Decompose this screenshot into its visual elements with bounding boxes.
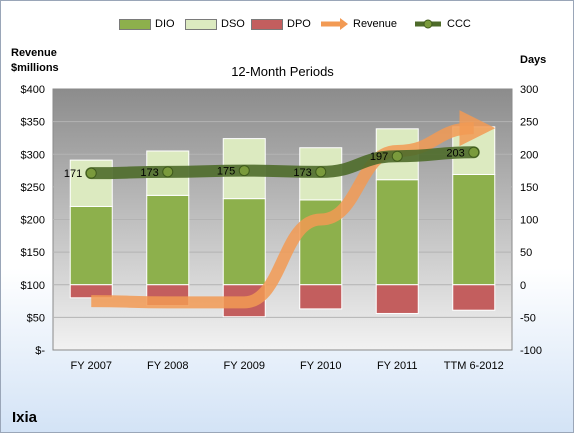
- legend-swatch: [185, 18, 217, 30]
- right-tick-label: -50: [520, 312, 536, 324]
- category-label: TTM 6-2012: [444, 360, 504, 372]
- chart-title: 12-Month Periods: [231, 64, 334, 79]
- dio-bar: [375, 179, 419, 286]
- right-axis-title: Days: [520, 54, 547, 66]
- ccc-point: [391, 150, 403, 162]
- left-tick-label: $400: [21, 84, 45, 96]
- dso-bar: [69, 159, 113, 207]
- ccc-line: [85, 146, 480, 180]
- dio-bar: [222, 198, 266, 286]
- right-tick-label: -100: [520, 345, 542, 357]
- category-label: FY 2009: [224, 360, 265, 372]
- legend-label: CCC: [447, 18, 471, 30]
- ccc-point: [238, 165, 250, 177]
- left-tick-label: $100: [21, 280, 45, 292]
- right-tick-label: 300: [520, 84, 538, 96]
- right-tick-label: 0: [520, 280, 526, 292]
- dio-bar: [146, 194, 190, 286]
- right-tick-label: 250: [520, 117, 538, 129]
- legend: DIO DSO DPO Revenue CCC: [1, 15, 574, 33]
- ccc-data-label: 173: [140, 167, 158, 179]
- right-tick-label: 100: [520, 215, 538, 227]
- right-tick-label: 200: [520, 149, 538, 161]
- ccc-point: [162, 166, 174, 178]
- legend-label: Revenue: [353, 18, 398, 30]
- dio-bar: [69, 205, 113, 286]
- legend-swatch: [251, 18, 283, 30]
- category-label: FY 2010: [300, 360, 341, 372]
- legend-label: DSO: [221, 18, 245, 30]
- category-label: FY 2008: [147, 360, 188, 372]
- ccc-point: [468, 146, 480, 158]
- ccc-point: [85, 167, 97, 179]
- legend-swatch: [119, 18, 151, 30]
- left-tick-label: $150: [21, 247, 45, 259]
- ccc-data-label: 173: [293, 167, 311, 179]
- right-tick-label: 50: [520, 247, 532, 259]
- company-name: Ixia: [12, 409, 38, 426]
- legend-item-ccc: CCC: [413, 15, 471, 33]
- ccc-point: [315, 166, 327, 178]
- ccc-data-label: 171: [64, 168, 82, 180]
- category-label: FY 2007: [71, 360, 112, 372]
- legend-swatch: [321, 18, 348, 30]
- left-tick-label: $350: [21, 117, 45, 129]
- left-axis-title: Revenue $millions: [11, 47, 59, 74]
- category-label: FY 2011: [377, 360, 418, 372]
- ccc-data-label: 175: [217, 166, 235, 178]
- dpo-bar: [375, 284, 419, 314]
- dpo-bar: [299, 284, 343, 310]
- left-tick-label: $250: [21, 182, 45, 194]
- legend-item-dio: DIO: [119, 15, 175, 33]
- dpo-bar: [452, 284, 496, 311]
- legend-item-dso: DSO: [185, 15, 245, 33]
- right-tick-label: 150: [520, 182, 538, 194]
- legend-label: DPO: [287, 18, 311, 30]
- ccc-data-label: 197: [370, 151, 388, 163]
- dio-bar: [452, 173, 496, 286]
- ccc-data-label: 203: [446, 147, 464, 159]
- left-tick-label: $200: [21, 215, 45, 227]
- legend-swatch: [415, 19, 441, 29]
- legend-label: DIO: [155, 18, 175, 30]
- left-tick-label: $300: [21, 149, 45, 161]
- left-tick-label: $50: [27, 312, 45, 324]
- legend-item-revenue: Revenue: [319, 15, 397, 33]
- legend-item-dpo: DPO: [251, 15, 311, 33]
- left-tick-label: $-: [35, 345, 45, 357]
